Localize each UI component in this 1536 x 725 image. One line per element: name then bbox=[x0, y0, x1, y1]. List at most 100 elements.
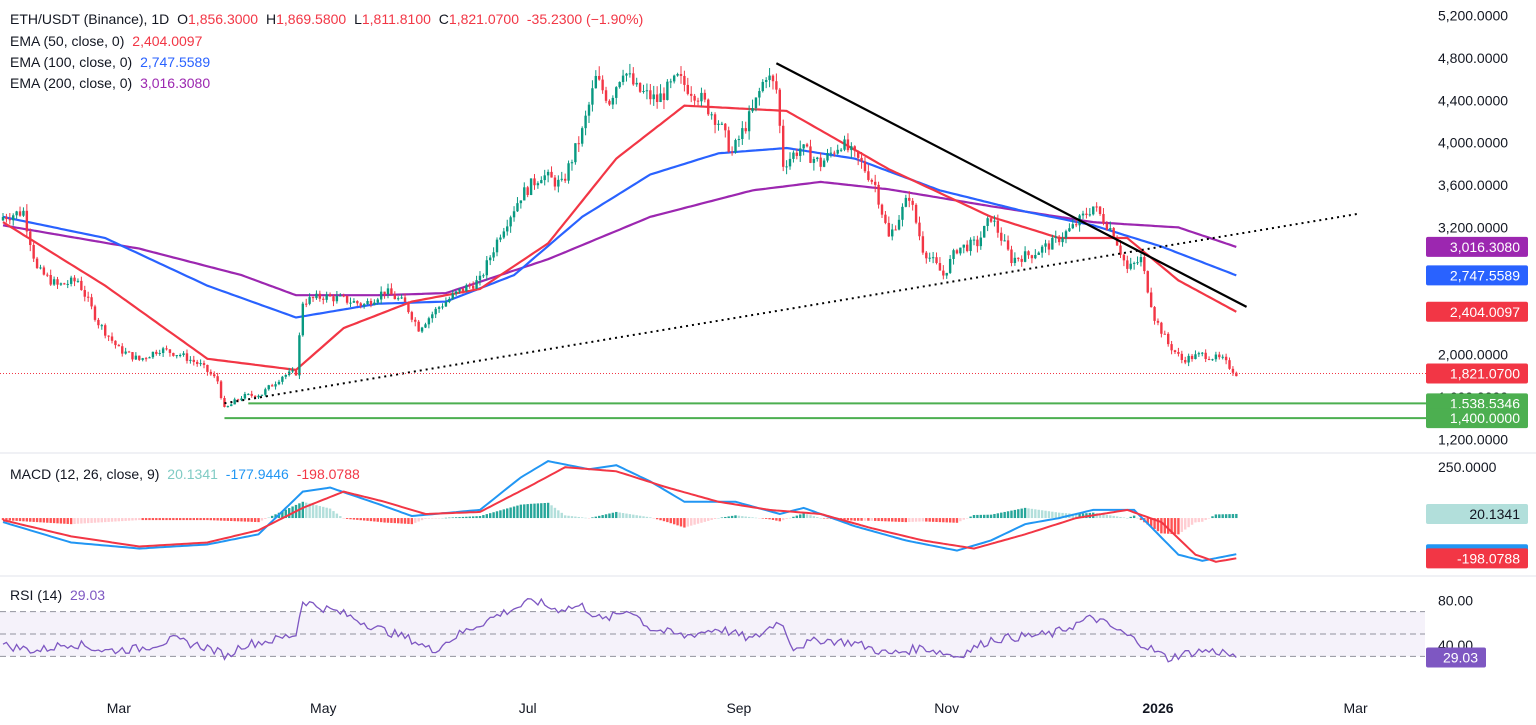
candle-body bbox=[1003, 240, 1006, 242]
candle-body bbox=[322, 298, 325, 300]
candle-body bbox=[703, 92, 707, 100]
candle-body bbox=[134, 355, 138, 360]
candle-body bbox=[758, 91, 761, 98]
macd-histogram-bar bbox=[155, 518, 158, 521]
candle-body bbox=[1207, 359, 1211, 361]
candle-body bbox=[373, 302, 376, 305]
candle-body bbox=[1115, 237, 1119, 246]
macd-histogram-bar bbox=[42, 518, 46, 523]
candle-body bbox=[437, 307, 441, 309]
candle-body bbox=[996, 220, 1000, 233]
macd-histogram-bar bbox=[400, 518, 403, 524]
macd-legend[interactable]: MACD (12, 26, close, 9) 20.1341 -177.944… bbox=[10, 464, 364, 484]
candle-body bbox=[1160, 322, 1163, 334]
price-tick-label: 1,200.0000 bbox=[1438, 431, 1508, 447]
macd-histogram-bar bbox=[308, 503, 311, 519]
macd-histogram-bar bbox=[63, 518, 66, 524]
candle-body bbox=[577, 143, 580, 145]
candle-body bbox=[233, 399, 236, 405]
macd-histogram-bar bbox=[887, 518, 891, 522]
candle-body bbox=[574, 143, 577, 163]
macd-histogram-bar bbox=[281, 511, 284, 519]
candle-body bbox=[884, 214, 887, 223]
rsi-legend[interactable]: RSI (14) 29.03 bbox=[10, 585, 109, 605]
macd-line bbox=[2, 460, 1237, 562]
macd-histogram-bar bbox=[536, 503, 540, 519]
ema100-legend[interactable]: EMA (100, close, 0) 2,747.5589 bbox=[10, 52, 214, 72]
macd-histogram-bar bbox=[707, 518, 710, 521]
macd-histogram-bar bbox=[1122, 517, 1126, 519]
candle-body bbox=[993, 220, 996, 222]
macd-histogram-bar bbox=[955, 518, 959, 523]
macd-histogram-bar bbox=[529, 503, 533, 519]
candle-body bbox=[730, 151, 734, 153]
candle-body bbox=[352, 301, 356, 303]
candle-body bbox=[32, 245, 35, 259]
macd-histogram-bar bbox=[1211, 516, 1214, 519]
candle-body bbox=[76, 280, 80, 282]
symbol-title[interactable]: ETH/USDT (Binance), 1D bbox=[10, 11, 170, 27]
candle-body bbox=[690, 93, 693, 96]
candle-body bbox=[727, 130, 730, 152]
candle-body bbox=[795, 152, 799, 156]
candle-body bbox=[873, 181, 877, 185]
candle-body bbox=[744, 128, 747, 132]
candle-body bbox=[49, 274, 52, 285]
ema100-value: 2,747.5589 bbox=[140, 54, 211, 70]
macd-histogram-bar bbox=[826, 518, 829, 519]
macd-histogram-bar bbox=[478, 516, 482, 519]
macd-histogram-bar bbox=[506, 508, 509, 519]
candle-body bbox=[523, 187, 526, 201]
candle-body bbox=[475, 280, 478, 289]
macd-histogram-bar bbox=[584, 517, 587, 519]
candle-body bbox=[969, 239, 972, 252]
candle-body bbox=[1109, 228, 1112, 230]
candle-body bbox=[42, 267, 46, 275]
candle-body bbox=[601, 79, 604, 91]
candle-body bbox=[839, 149, 843, 151]
macd-histogram-bar bbox=[931, 518, 935, 522]
ema50-legend[interactable]: EMA (50, close, 0) 2,404.0097 bbox=[10, 31, 206, 51]
macd-histogram-bar bbox=[1153, 518, 1156, 529]
macd-histogram-bar bbox=[182, 518, 185, 521]
macd-histogram-bar bbox=[213, 518, 216, 521]
candle-body bbox=[397, 298, 400, 300]
ema200-legend[interactable]: EMA (200, close, 0) 3,016.3080 bbox=[10, 73, 214, 93]
macd-histogram-bar bbox=[1017, 509, 1020, 519]
macd-histogram-bar bbox=[816, 517, 819, 519]
candle-body bbox=[29, 231, 32, 246]
macd-histogram-bar bbox=[591, 517, 594, 519]
candle-body bbox=[478, 275, 482, 281]
candle-body bbox=[1166, 333, 1170, 345]
price-badge-text: 1,400.0000 bbox=[1450, 410, 1520, 426]
macd-histogram-bar bbox=[151, 518, 155, 521]
candle-body bbox=[1143, 257, 1146, 272]
candle-body bbox=[274, 384, 277, 387]
macd-histogram-bar bbox=[315, 505, 318, 519]
macd-histogram-bar bbox=[437, 518, 441, 519]
macd-histogram-bar bbox=[284, 509, 287, 519]
macd-histogram-bar bbox=[1173, 518, 1177, 535]
macd-histogram-bar bbox=[1057, 512, 1061, 519]
time-tick-label: Sep bbox=[726, 700, 751, 716]
candle-body bbox=[260, 394, 264, 396]
candle-body bbox=[427, 318, 431, 325]
candle-body bbox=[1218, 354, 1221, 358]
candle-body bbox=[1102, 213, 1105, 224]
macd-histogram-bar bbox=[1027, 508, 1030, 519]
macd-histogram-bar bbox=[802, 513, 805, 519]
candle-body bbox=[768, 75, 771, 81]
candle-body bbox=[458, 288, 461, 292]
candle-body bbox=[39, 267, 42, 269]
candle-body bbox=[788, 158, 792, 167]
macd-histogram-bar bbox=[206, 518, 209, 521]
macd-histogram-bar bbox=[782, 518, 785, 521]
macd-histogram-bar bbox=[59, 518, 63, 524]
candle-body bbox=[632, 73, 635, 85]
candle-body bbox=[1010, 249, 1013, 264]
candle-body bbox=[1023, 251, 1027, 262]
candle-body bbox=[366, 300, 369, 305]
macd-histogram-bar bbox=[441, 517, 444, 519]
macd-histogram-bar bbox=[897, 518, 901, 522]
